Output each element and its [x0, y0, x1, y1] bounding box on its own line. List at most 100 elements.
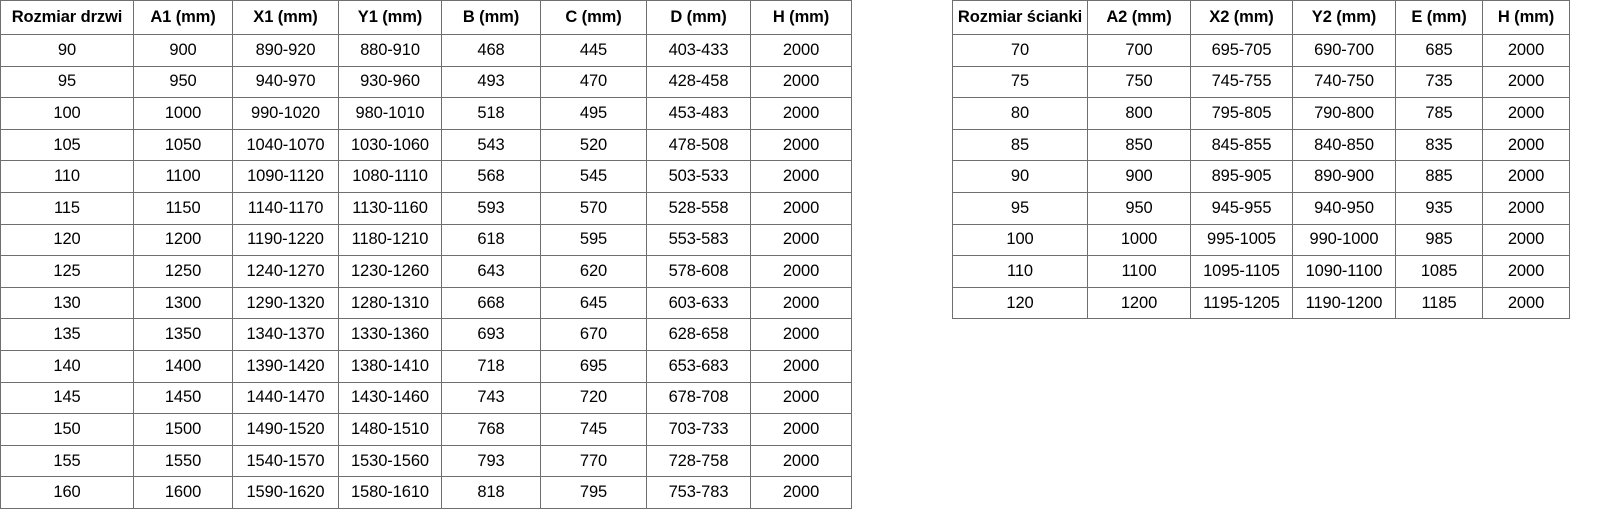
table-cell: 1190-1200 [1292, 286, 1396, 320]
table-cell: 545 [540, 160, 647, 193]
doors-column-header-3: Y1 (mm) [338, 0, 442, 35]
table-cell: 985 [1395, 223, 1483, 257]
table-cell: 618 [441, 223, 541, 257]
table-row: 135 1350 1340-1370 1330-1360 693 670 628-658 20… [0, 318, 852, 351]
table-cell: 478-508 [646, 128, 751, 162]
table-row: 115 1150 1140-1170 1130-1160 593 570 528-558 20… [0, 191, 852, 225]
table-cell: 980-1010 [338, 97, 442, 130]
table-cell: 2000 [1482, 191, 1570, 225]
table-row: 85 850 845-855 840-850 835 2000 [952, 128, 1570, 162]
table-cell: 695 [540, 349, 647, 383]
table-header-row: Rozmiar ścianki A2 (mm) X2 (mm) Y2 (mm) E (m… [952, 0, 1570, 35]
table-row: 105 1050 1040-1070 1030-1060 543 520 478-508 20… [0, 128, 852, 162]
table-cell: 1380-1410 [338, 349, 442, 383]
table-cell: 718 [441, 349, 541, 383]
table-cell: 1240-1270 [232, 255, 339, 288]
table-cell: 800 [1087, 97, 1191, 130]
table-row: 95 950 940-970 930-960 493 470 428-458 2000 [0, 65, 852, 99]
table-cell: 728-758 [646, 444, 751, 478]
table-cell: 2000 [750, 65, 852, 99]
table-cell: 90 [0, 34, 134, 67]
table-cell: 620 [540, 255, 647, 288]
table-cell: 895-905 [1190, 160, 1293, 193]
table-cell: 95 [952, 191, 1088, 225]
wall-column-header-1: A2 (mm) [1087, 0, 1191, 35]
table-cell: 2000 [750, 349, 852, 383]
table-cell: 2000 [750, 413, 852, 446]
table-cell: 445 [540, 34, 647, 67]
table-cell: 1200 [1087, 286, 1191, 320]
wall-column-header-5: H (mm) [1482, 0, 1570, 35]
table-cell: 2000 [750, 160, 852, 193]
table-cell: 1300 [133, 286, 233, 320]
table-cell: 653-683 [646, 349, 751, 383]
table-cell: 2000 [750, 223, 852, 257]
table-cell: 1140-1170 [232, 191, 339, 225]
table-row: 120 1200 1190-1220 1180-1210 618 595 553-583 20… [0, 223, 852, 257]
table-cell: 1390-1420 [232, 349, 339, 383]
table-cell: 1095-1105 [1190, 255, 1293, 288]
doors-dimension-table-container: Rozmiar drzwi A1 (mm) X1 (mm) Y1 (mm) B (mm)… [0, 0, 852, 509]
table-cell: 900 [1087, 160, 1191, 193]
table-cell: 543 [441, 128, 541, 162]
table-cell: 1590-1620 [232, 476, 339, 509]
table-cell: 990-1020 [232, 97, 339, 130]
table-cell: 520 [540, 128, 647, 162]
table-cell: 700 [1087, 34, 1191, 67]
table-cell: 785 [1395, 97, 1483, 130]
doors-column-header-4: B (mm) [441, 0, 541, 35]
table-cell: 1440-1470 [232, 381, 339, 415]
table-cell: 818 [441, 476, 541, 509]
table-cell: 1250 [133, 255, 233, 288]
doors-column-header-6: D (mm) [646, 0, 751, 35]
wall-column-header-2: X2 (mm) [1190, 0, 1293, 35]
table-cell: 753-783 [646, 476, 751, 509]
table-cell: 428-458 [646, 65, 751, 99]
table-cell: 1230-1260 [338, 255, 442, 288]
table-cell: 110 [952, 255, 1088, 288]
table-cell: 130 [0, 286, 134, 320]
table-cell: 75 [952, 65, 1088, 99]
table-cell: 1190-1220 [232, 223, 339, 257]
table-cell: 1100 [133, 160, 233, 193]
table-cell: 795 [540, 476, 647, 509]
table-cell: 880-910 [338, 34, 442, 67]
table-cell: 950 [1087, 191, 1191, 225]
table-row: 100 1000 995-1005 990-1000 985 2000 [952, 223, 1570, 257]
table-cell: 593 [441, 191, 541, 225]
table-cell: 770 [540, 444, 647, 478]
table-row: 150 1500 1490-1520 1480-1510 768 745 703-733 20… [0, 413, 852, 446]
table-cell: 1490-1520 [232, 413, 339, 446]
table-cell: 553-583 [646, 223, 751, 257]
table-row: 125 1250 1240-1270 1230-1260 643 620 578-608 20… [0, 255, 852, 288]
table-header-row: Rozmiar drzwi A1 (mm) X1 (mm) Y1 (mm) B (mm)… [0, 0, 852, 35]
table-cell: 890-900 [1292, 160, 1396, 193]
table-cell: 1330-1360 [338, 318, 442, 351]
table-cell: 840-850 [1292, 128, 1396, 162]
table-cell: 120 [952, 286, 1088, 320]
table-cell: 1350 [133, 318, 233, 351]
table-row: 145 1450 1440-1470 1430-1460 743 720 678-708 20… [0, 381, 852, 415]
table-row: 100 1000 990-1020 980-1010 518 495 453-483 2000 [0, 97, 852, 130]
doors-dimension-table: Rozmiar drzwi A1 (mm) X1 (mm) Y1 (mm) B (mm)… [0, 0, 852, 509]
table-cell: 1195-1205 [1190, 286, 1293, 320]
table-cell: 470 [540, 65, 647, 99]
table-cell: 793 [441, 444, 541, 478]
table-cell: 693 [441, 318, 541, 351]
table-cell: 678-708 [646, 381, 751, 415]
table-cell: 1290-1320 [232, 286, 339, 320]
table-cell: 1450 [133, 381, 233, 415]
table-cell: 1150 [133, 191, 233, 225]
table-cell: 1280-1310 [338, 286, 442, 320]
table-cell: 80 [952, 97, 1088, 130]
doors-table-body: 90 900 890-920 880-910 468 445 403-433 2000 95 95… [0, 34, 852, 509]
table-cell: 795-805 [1190, 97, 1293, 130]
table-cell: 1000 [133, 97, 233, 130]
table-cell: 1340-1370 [232, 318, 339, 351]
table-row: 90 900 895-905 890-900 885 2000 [952, 160, 1570, 193]
doors-column-header-5: C (mm) [540, 0, 647, 35]
table-cell: 703-733 [646, 413, 751, 446]
table-cell: 643 [441, 255, 541, 288]
table-cell: 2000 [750, 444, 852, 478]
table-row: 110 1100 1095-1105 1090-1100 1085 2000 [952, 255, 1570, 288]
